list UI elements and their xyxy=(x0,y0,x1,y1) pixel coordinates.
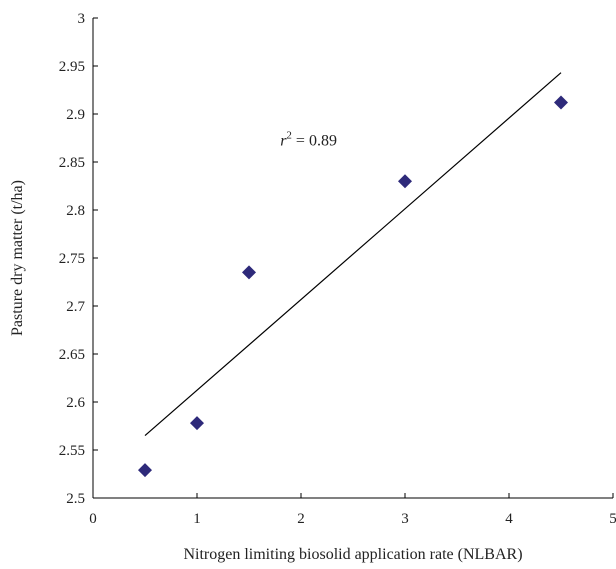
x-tick-label-1: 1 xyxy=(193,511,201,527)
data-point-2 xyxy=(242,265,256,280)
r-value: = 0.89 xyxy=(292,133,337,150)
x-tick-label-0: 0 xyxy=(89,511,97,527)
x-axis: 0 1 2 3 4 5 xyxy=(89,493,616,527)
y-tick-label-10: 3 xyxy=(78,11,86,27)
data-point-4 xyxy=(554,95,568,110)
y-tick-label-2: 2.6 xyxy=(66,395,85,411)
data-point-0 xyxy=(138,463,152,478)
x-axis-title: Nitrogen limiting biosolid application r… xyxy=(183,546,522,563)
data-points xyxy=(138,95,568,478)
y-tick-label-8: 2.9 xyxy=(66,107,85,123)
y-tick-label-6: 2.8 xyxy=(66,203,85,219)
y-tick-label-3: 2.65 xyxy=(59,347,85,363)
y-tick-label-5: 2.75 xyxy=(59,251,85,267)
data-point-3 xyxy=(398,174,412,189)
y-tick-label-9: 2.95 xyxy=(59,59,85,75)
x-tick-label-4: 4 xyxy=(505,511,513,527)
trendline-group xyxy=(144,72,562,437)
x-tick-label-5: 5 xyxy=(609,511,616,527)
r-symbol: r xyxy=(280,133,287,150)
x-tick-label-2: 2 xyxy=(297,511,305,527)
trendline xyxy=(144,72,562,437)
data-point-1 xyxy=(190,416,204,431)
y-tick-label-0: 2.5 xyxy=(66,491,85,507)
x-tick-label-3: 3 xyxy=(401,511,409,527)
y-tick-label-7: 2.85 xyxy=(59,155,85,171)
y-tick-label-4: 2.7 xyxy=(66,299,85,315)
r-squared-annotation: r2 = 0.89 xyxy=(280,130,337,150)
y-tick-label-1: 2.55 xyxy=(59,443,85,459)
r-exponent: 2 xyxy=(286,130,292,142)
plot-area xyxy=(93,18,613,498)
y-axis-title: Pasture dry matter (t/ha) xyxy=(9,180,26,336)
y-axis: 2.5 2.55 2.6 2.65 2.7 2.75 2.8 2.85 2.9 2.95 3 xyxy=(59,11,98,507)
